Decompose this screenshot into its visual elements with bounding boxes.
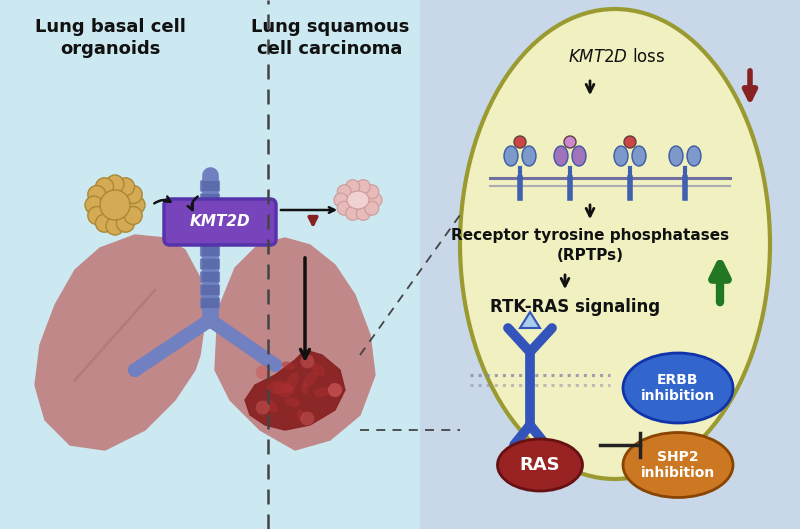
Circle shape — [514, 136, 526, 148]
Bar — [420, 0, 800, 529]
Circle shape — [127, 196, 145, 214]
Circle shape — [356, 180, 370, 194]
Text: Lung basal cell
organoids: Lung basal cell organoids — [34, 18, 186, 58]
FancyBboxPatch shape — [201, 285, 219, 296]
Ellipse shape — [623, 433, 733, 497]
Circle shape — [346, 206, 360, 220]
Ellipse shape — [623, 353, 733, 423]
Circle shape — [365, 201, 378, 215]
Circle shape — [346, 180, 360, 194]
Text: KMT2D: KMT2D — [190, 214, 250, 230]
Circle shape — [300, 354, 314, 369]
Circle shape — [88, 206, 106, 224]
Circle shape — [624, 136, 636, 148]
Polygon shape — [245, 350, 345, 430]
Ellipse shape — [267, 380, 291, 394]
Circle shape — [117, 214, 134, 232]
FancyBboxPatch shape — [201, 233, 219, 243]
Circle shape — [338, 185, 351, 199]
Circle shape — [334, 193, 348, 207]
Ellipse shape — [301, 382, 308, 394]
Ellipse shape — [504, 146, 518, 166]
Ellipse shape — [286, 372, 298, 391]
FancyBboxPatch shape — [164, 199, 276, 245]
Ellipse shape — [303, 372, 317, 387]
Circle shape — [124, 206, 142, 224]
Circle shape — [256, 366, 270, 379]
Polygon shape — [520, 312, 540, 328]
FancyBboxPatch shape — [201, 245, 219, 257]
FancyBboxPatch shape — [201, 206, 219, 217]
Circle shape — [328, 383, 342, 397]
FancyBboxPatch shape — [201, 297, 219, 308]
FancyBboxPatch shape — [201, 271, 219, 282]
Ellipse shape — [669, 146, 683, 166]
Circle shape — [117, 178, 134, 196]
Circle shape — [106, 217, 124, 235]
Polygon shape — [35, 235, 205, 450]
Ellipse shape — [274, 382, 291, 397]
FancyBboxPatch shape — [201, 194, 219, 205]
Circle shape — [256, 400, 270, 415]
Circle shape — [100, 190, 130, 220]
Circle shape — [95, 214, 114, 232]
FancyBboxPatch shape — [201, 180, 219, 191]
Circle shape — [300, 412, 314, 425]
Circle shape — [365, 185, 378, 199]
Text: $\it{KMT2D}$ loss: $\it{KMT2D}$ loss — [568, 48, 666, 66]
Text: SHP2
inhibition: SHP2 inhibition — [641, 450, 715, 480]
Ellipse shape — [572, 146, 586, 166]
Circle shape — [124, 186, 142, 204]
Ellipse shape — [311, 362, 325, 377]
Text: (RPTPs): (RPTPs) — [557, 248, 623, 263]
Circle shape — [338, 201, 351, 215]
Circle shape — [88, 186, 106, 204]
Ellipse shape — [347, 191, 369, 209]
Ellipse shape — [554, 146, 568, 166]
Circle shape — [368, 193, 382, 207]
Ellipse shape — [498, 439, 582, 491]
Ellipse shape — [282, 362, 295, 370]
Circle shape — [564, 136, 576, 148]
Ellipse shape — [460, 9, 770, 479]
Text: ERBB
inhibition: ERBB inhibition — [641, 373, 715, 403]
Circle shape — [268, 358, 282, 372]
Circle shape — [106, 175, 124, 193]
Circle shape — [128, 363, 142, 377]
Circle shape — [328, 383, 342, 397]
Ellipse shape — [314, 387, 330, 397]
Ellipse shape — [687, 146, 701, 166]
Ellipse shape — [285, 397, 300, 407]
Ellipse shape — [281, 384, 294, 394]
Circle shape — [356, 206, 370, 220]
Text: Lung squamous
cell carcinoma: Lung squamous cell carcinoma — [251, 18, 409, 58]
Circle shape — [85, 196, 103, 214]
Polygon shape — [215, 238, 375, 450]
Circle shape — [95, 178, 114, 196]
Ellipse shape — [297, 409, 304, 422]
Text: RTK-RAS signaling: RTK-RAS signaling — [490, 298, 660, 316]
FancyBboxPatch shape — [201, 259, 219, 269]
Ellipse shape — [265, 399, 278, 413]
FancyBboxPatch shape — [201, 220, 219, 231]
Text: Receptor tyrosine phosphatases: Receptor tyrosine phosphatases — [451, 228, 729, 243]
Text: RAS: RAS — [520, 456, 560, 474]
Ellipse shape — [632, 146, 646, 166]
Ellipse shape — [522, 146, 536, 166]
Ellipse shape — [614, 146, 628, 166]
Bar — [0, 0, 420, 529]
